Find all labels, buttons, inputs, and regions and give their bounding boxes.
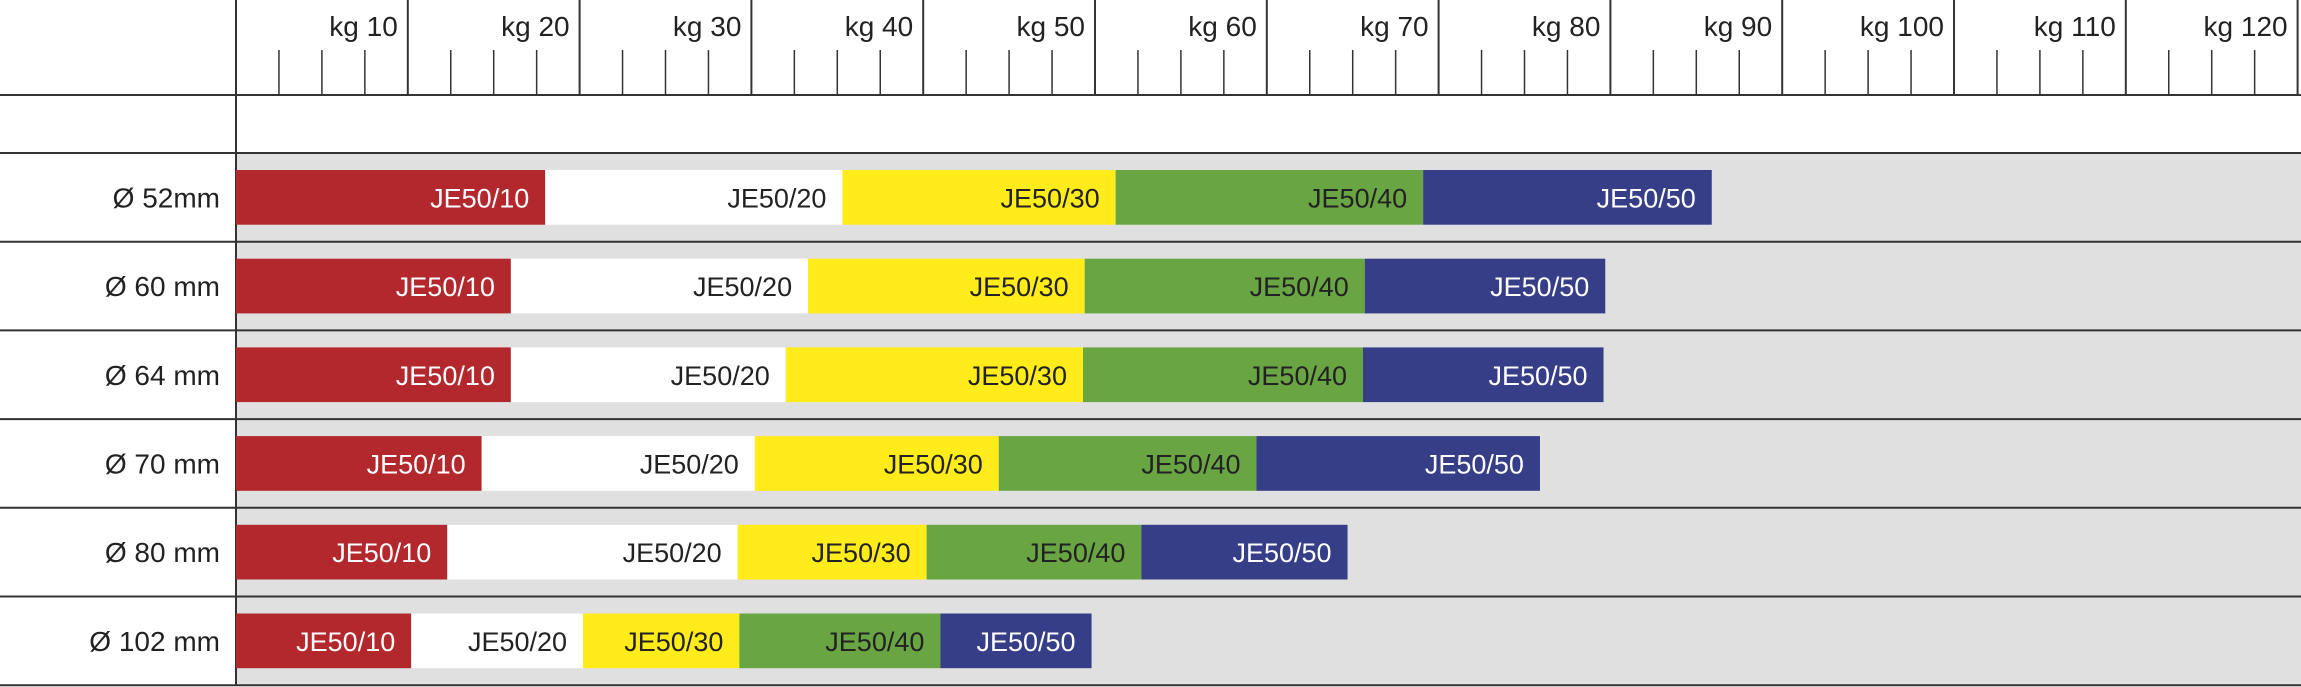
bar-label: JE50/30 xyxy=(968,361,1067,391)
tick-label: kg 90 xyxy=(1704,11,1773,42)
bar-segment xyxy=(842,170,1116,225)
tick-label: kg 120 xyxy=(2204,11,2288,42)
bar-label: JE50/10 xyxy=(396,272,495,302)
tick-label: kg 100 xyxy=(1860,11,1944,42)
bar-segment xyxy=(1364,258,1606,314)
bar-label: JE50/50 xyxy=(1490,272,1589,302)
chart-row: Ø 80 mm JE50/10 JE50/20 JE50/30 JE50/40 JE50/… xyxy=(105,524,1348,580)
bar-segment xyxy=(940,613,1092,669)
bar-label: JE50/20 xyxy=(727,183,826,213)
tick-label: kg 60 xyxy=(1188,11,1257,42)
bar-label: JE50/40 xyxy=(825,627,924,657)
bar-label: JE50/10 xyxy=(430,183,529,213)
bar-segment xyxy=(447,524,738,580)
tick-label: kg 30 xyxy=(673,11,742,42)
bar-label: JE50/50 xyxy=(1232,538,1331,568)
bar-label: JE50/20 xyxy=(468,627,567,657)
bar-label: JE50/40 xyxy=(1141,449,1240,479)
bar-segment xyxy=(545,170,843,225)
bar-segment xyxy=(583,613,740,669)
bar-label: JE50/50 xyxy=(976,627,1075,657)
bar-label: JE50/40 xyxy=(1308,183,1407,213)
chart-row: Ø 60 mm JE50/10 JE50/20 JE50/30 JE50/40 JE50/… xyxy=(105,258,1606,314)
tick-label: kg 50 xyxy=(1017,11,1086,42)
bar-segment xyxy=(510,258,809,314)
bar-segment xyxy=(481,436,755,491)
chart-rows: Ø 52mm JE50/10 JE50/20 JE50/30 JE50/40 JE50/5… xyxy=(0,152,2301,687)
row-label: Ø 52mm xyxy=(113,182,220,213)
row-label: Ø 64 mm xyxy=(105,360,220,391)
bar-segment xyxy=(1256,436,1540,491)
bar-segment xyxy=(236,347,511,403)
bar-label: JE50/20 xyxy=(640,449,739,479)
bar-label: JE50/50 xyxy=(1425,449,1524,479)
bar-label: JE50/20 xyxy=(693,272,792,302)
bar-segment xyxy=(236,613,412,669)
bar-label: JE50/40 xyxy=(1248,361,1347,391)
bar-label: JE50/20 xyxy=(623,538,722,568)
chart-row: Ø 52mm JE50/10 JE50/20 JE50/30 JE50/40 JE50/5… xyxy=(113,170,1712,225)
row-label: Ø 70 mm xyxy=(105,448,220,479)
bar-segment xyxy=(236,436,482,491)
tick-label: kg 80 xyxy=(1532,11,1601,42)
tick-label: kg 110 xyxy=(2034,11,2116,42)
bar-label: JE50/10 xyxy=(296,627,395,657)
tick-label: kg 40 xyxy=(845,11,914,42)
bar-label: JE50/30 xyxy=(624,627,723,657)
bar-label: JE50/10 xyxy=(332,538,431,568)
bar-segment xyxy=(236,258,511,314)
tick-label: kg 10 xyxy=(329,11,398,42)
chart-row: Ø 70 mm JE50/10 JE50/20 JE50/30 JE50/40 JE50/… xyxy=(105,436,1540,491)
tick-label: kg 20 xyxy=(501,11,570,42)
bar-label: JE50/30 xyxy=(1001,183,1100,213)
tick-label: kg 70 xyxy=(1360,11,1429,42)
bar-label: JE50/30 xyxy=(812,538,911,568)
row-label: Ø 80 mm xyxy=(105,537,220,568)
bar-segment xyxy=(754,436,999,491)
row-label: Ø 60 mm xyxy=(105,271,220,302)
bar-segment xyxy=(926,524,1142,580)
bar-segment xyxy=(1141,524,1348,580)
bar-segment xyxy=(1084,258,1365,314)
bar-segment xyxy=(785,347,1083,403)
bar-label: JE50/20 xyxy=(671,361,770,391)
bar-segment xyxy=(411,613,584,669)
row-label: Ø 102 mm xyxy=(89,626,220,657)
bar-label: JE50/40 xyxy=(1026,538,1125,568)
chart-row: Ø 102 mm JE50/10 JE50/20 JE50/30 JE50/40 JE50… xyxy=(89,613,1092,669)
bar-segment xyxy=(1082,347,1364,403)
bar-segment xyxy=(737,524,927,580)
bar-segment xyxy=(1423,170,1712,225)
bar-segment xyxy=(236,170,546,225)
bar-segment xyxy=(998,436,1257,491)
bar-segment xyxy=(510,347,786,403)
bar-segment xyxy=(1363,347,1604,403)
chart-row: Ø 64 mm JE50/10 JE50/20 JE50/30 JE50/40 JE50/… xyxy=(105,347,1604,403)
bar-label: JE50/50 xyxy=(1597,183,1696,213)
bar-segment xyxy=(236,524,448,580)
bar-label: JE50/30 xyxy=(970,272,1069,302)
bar-label: JE50/10 xyxy=(396,361,495,391)
bar-label: JE50/30 xyxy=(884,449,983,479)
bar-segment xyxy=(739,613,941,669)
bar-segment xyxy=(808,258,1085,314)
bar-label: JE50/10 xyxy=(367,449,466,479)
bar-label: JE50/50 xyxy=(1488,361,1587,391)
bar-segment xyxy=(1115,170,1424,225)
bar-label: JE50/40 xyxy=(1250,272,1349,302)
